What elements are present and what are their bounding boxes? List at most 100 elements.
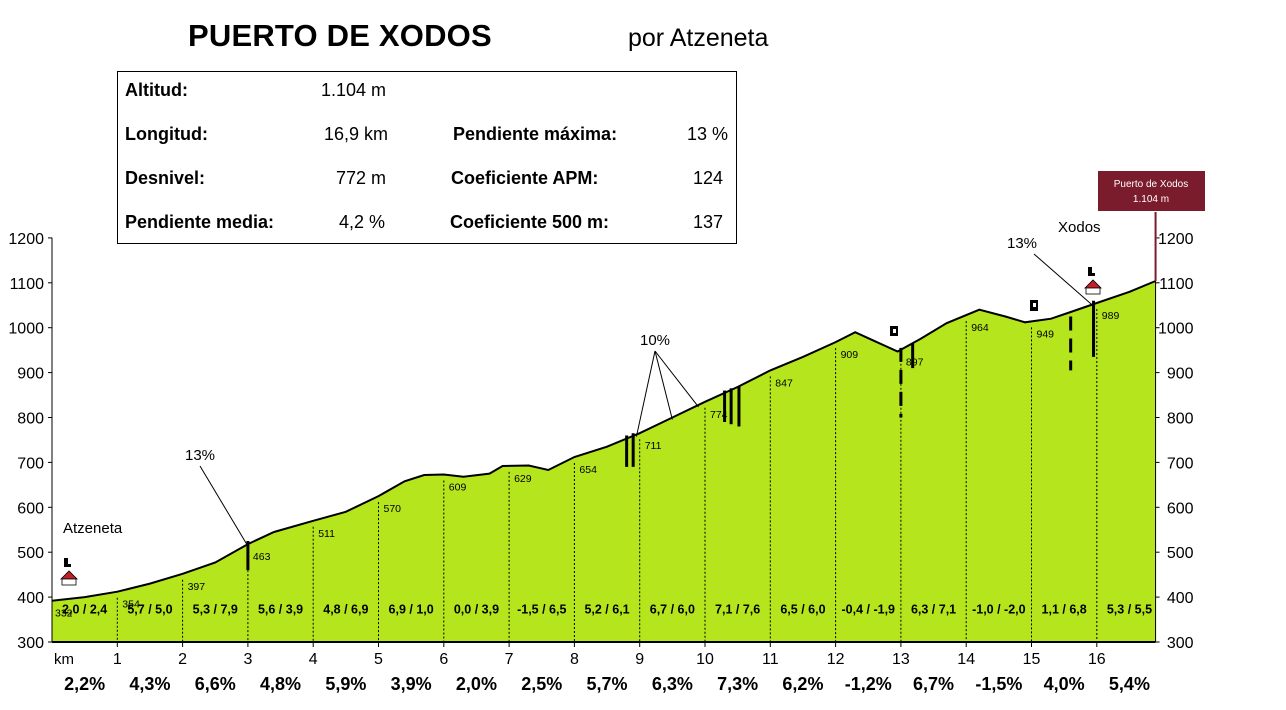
profile-area [52,281,1156,642]
km-slope-label: 4,3% [129,674,170,694]
profile-line [51,280,1156,602]
km-slope-label: -1,5% [975,674,1022,694]
start-town-church-icon [64,558,68,566]
km-slope-label: 5,7% [587,674,628,694]
x-tick-label: 1 [113,651,122,668]
pendiente-maxima-label: Pendiente máxima: [453,124,618,144]
km-slope-label: 6,2% [782,674,823,694]
y-tick-label: 1100 [10,276,45,293]
x-tick-label: 2 [178,651,187,668]
x-tick-label: 12 [827,651,845,668]
km-slope-label: 6,7% [913,674,954,694]
stats-panel: Altitud: 1.104 m Longitud: 16,9 km Desni… [117,71,737,244]
y-tick-label: 800 [17,411,44,428]
altitude-point-label: 511 [318,528,335,540]
y-tick-label: 900 [17,366,44,383]
altitude-point-label: 949 [1037,328,1055,340]
x-tick-label: 7 [505,651,514,668]
end-place-label: Xodos [1058,219,1101,236]
slope-callout-label: 10% [640,332,670,349]
altitude-point-label: 397 [188,581,206,593]
y-tick-label-right: 400 [1167,590,1194,607]
start-place-label: Atzeneta [63,520,123,537]
y-tick-label-right: 1000 [1158,321,1194,338]
altitud-label: Altitud: [125,80,188,100]
start-town-church-base-icon [64,564,71,567]
desnivel-label: Desnivel: [125,168,206,188]
y-tick-label: 400 [17,590,44,607]
y-tick-label: 600 [17,500,44,517]
x-tick-label: 5 [374,651,383,668]
altitude-point-label: 964 [971,322,989,334]
km-slope-label: 2,2% [64,674,105,694]
altitude-point-label: 332 [55,608,73,620]
end-town-church-base-icon [1088,273,1095,276]
altitude-point-label: 463 [253,551,271,563]
segment-slope-label: 1,1 / 6,8 [1042,603,1087,617]
segment-slope-label: 5,6 / 3,9 [258,603,303,617]
segment-slope-label: -1,0 / -2,0 [972,603,1026,617]
tunnel-icon [890,326,898,336]
y-tick-label: 300 [17,635,44,652]
x-axis-unit: km [54,651,74,668]
y-tick-label-right: 900 [1167,366,1194,383]
longitud-value: 16,9 km [323,124,388,144]
y-tick-label: 700 [17,455,44,472]
segment-slope-label: -0,4 / -1,9 [842,603,896,617]
desnivel-value: 772 m [335,168,386,188]
km-slope-label: 2,5% [521,674,562,694]
segment-slope-label: 5,3 / 5,5 [1107,603,1152,617]
altitude-point-label: 609 [449,482,467,494]
slope-callout-line [199,465,249,547]
km-slope-label: 7,3% [717,674,758,694]
c500-value: 137 [692,212,723,232]
y-tick-label-right: 1200 [1158,231,1194,248]
pendiente-media-label: Pendiente media: [125,212,275,232]
km-slope-label: 5,4% [1109,674,1150,694]
pendiente-media-value: 4,2 % [338,212,385,232]
c500-label: Coeficiente 500 m: [450,212,610,232]
x-tick-label: 15 [1023,651,1041,668]
tunnel-icon [1030,300,1038,311]
y-tick-label: 500 [17,545,44,562]
altitude-point-label: 989 [1102,310,1120,322]
y-tick-label-right: 1100 [1159,276,1194,293]
km-slope-label: 2,0% [456,674,497,694]
segment-slope-label: -1,5 / 6,5 [517,603,566,617]
slope-callout-line [1033,253,1094,307]
y-tick-label: 1200 [8,231,44,248]
y-tick-label-right: 700 [1167,455,1194,472]
km-slope-label: 6,6% [195,674,236,694]
x-tick-label: 3 [243,651,252,668]
segment-slope-label: 0,0 / 3,9 [454,603,499,617]
x-tick-label: 14 [957,651,975,668]
end-town-house-roof-icon [1084,279,1102,289]
km-slope-label: 5,9% [325,674,366,694]
km-slope-label: 3,9% [391,674,432,694]
altitude-point-label: 847 [775,377,793,389]
y-tick-label-right: 800 [1167,411,1194,428]
apm-label: Coeficiente APM: [451,168,599,188]
segment-slope-label: 6,3 / 7,1 [911,603,956,617]
end-town-house-icon [1085,287,1101,295]
pendiente-maxima-value: 13 % [686,124,728,144]
x-tick-label: 11 [762,651,779,668]
altitude-point-label: 629 [514,473,532,485]
longitud-label: Longitud: [125,124,208,144]
x-tick-label: 6 [439,651,448,668]
slope-callout-line [635,350,656,437]
start-town-house-roof-icon [60,570,78,580]
y-tick-label-right: 600 [1167,500,1194,517]
summit-altitude-label: 1.104 m [1133,194,1169,205]
chart-title: PUERTO DE XODOS [188,18,492,53]
segment-slope-label: 6,5 / 6,0 [780,603,825,617]
y-tick-label-right: 500 [1167,545,1194,562]
segment-slope-label: 5,7 / 5,0 [127,603,172,617]
x-tick-label: 16 [1088,651,1106,668]
apm-value: 124 [692,168,723,188]
slope-callout-label: 13% [185,447,215,464]
altitud-value: 1.104 m [320,80,386,100]
chart-subtitle: por Atzeneta [628,24,769,52]
summit-name-label: Puerto de Xodos [1114,179,1189,190]
segment-slope-label: 4,8 / 6,9 [323,603,368,617]
